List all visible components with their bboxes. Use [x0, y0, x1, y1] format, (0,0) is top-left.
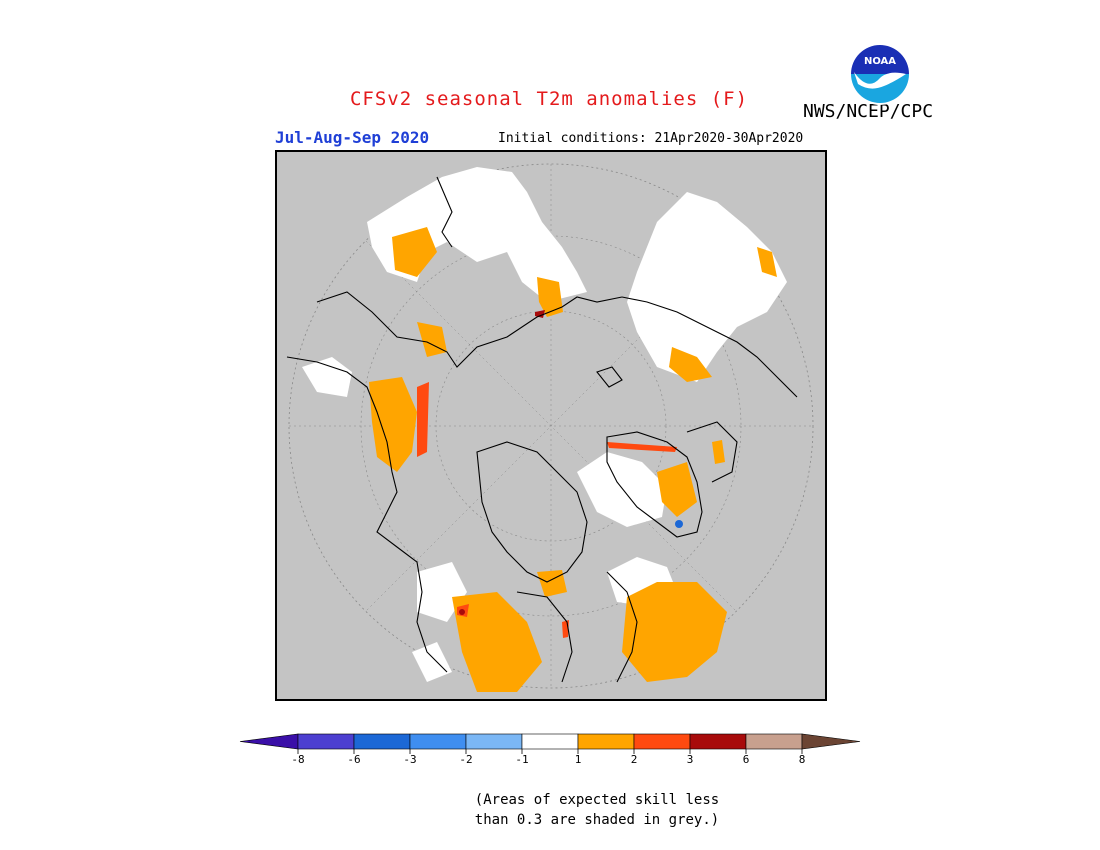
legend-tick-label: -6: [347, 753, 360, 766]
legend-swatch: [521, 733, 579, 750]
legend-swatch: [353, 733, 411, 750]
legend-arrow-low: [239, 733, 299, 750]
map-title: CFSv2 seasonal T2m anomalies (F): [0, 88, 1100, 110]
legend-swatch: [297, 733, 355, 750]
legend-tick-label: -3: [403, 753, 416, 766]
skill-note: (Areas of expected skill less than 0.3 a…: [0, 790, 1100, 830]
latitude-circle: [288, 163, 814, 689]
map-title-text: CFSv2 seasonal T2m anomalies (F): [349, 88, 749, 110]
map-panel: [275, 150, 827, 701]
legend-tick-label: -1: [515, 753, 528, 766]
legend-swatch: [745, 733, 803, 750]
very-hot-anomaly-spots: [459, 310, 545, 615]
legend-swatch: [465, 733, 523, 750]
warm-anomaly-regions: [369, 227, 777, 692]
logo-text: NOAA: [864, 56, 896, 67]
legend-swatch: [633, 733, 691, 750]
legend-tick-label: 3: [687, 753, 694, 766]
skill-note-line-2: than 0.3 are shaded in grey.): [474, 812, 720, 828]
color-legend: -8 -6 -3 -2 -1 1 2 3 6 8: [239, 733, 861, 766]
legend-tick-label: -2: [459, 753, 472, 766]
cool-anomaly-spot: [675, 520, 683, 528]
legend-tick-label: 6: [743, 753, 750, 766]
season-label: Jul-Aug-Sep 2020: [275, 128, 430, 147]
legend-tick-label: 8: [799, 753, 806, 766]
polar-map: [286, 163, 814, 692]
initial-conditions-label: Initial conditions: 21Apr2020-30Apr2020: [498, 131, 804, 146]
organization-label: NWS/NCEP/CPC: [803, 101, 934, 122]
legend-tick-label: -8: [291, 753, 304, 766]
noaa-logo: NOAA: [849, 43, 911, 105]
legend-swatch: [409, 733, 467, 750]
coastlines: [286, 176, 798, 683]
skill-note-line-1: (Areas of expected skill less: [474, 792, 720, 808]
meridian-line: [365, 240, 737, 612]
legend-arrow-high: [801, 733, 861, 750]
legend-swatch: [577, 733, 635, 750]
legend-swatch: [689, 733, 747, 750]
legend-tick-label: 2: [631, 753, 638, 766]
legend-tick-label: 1: [575, 753, 582, 766]
